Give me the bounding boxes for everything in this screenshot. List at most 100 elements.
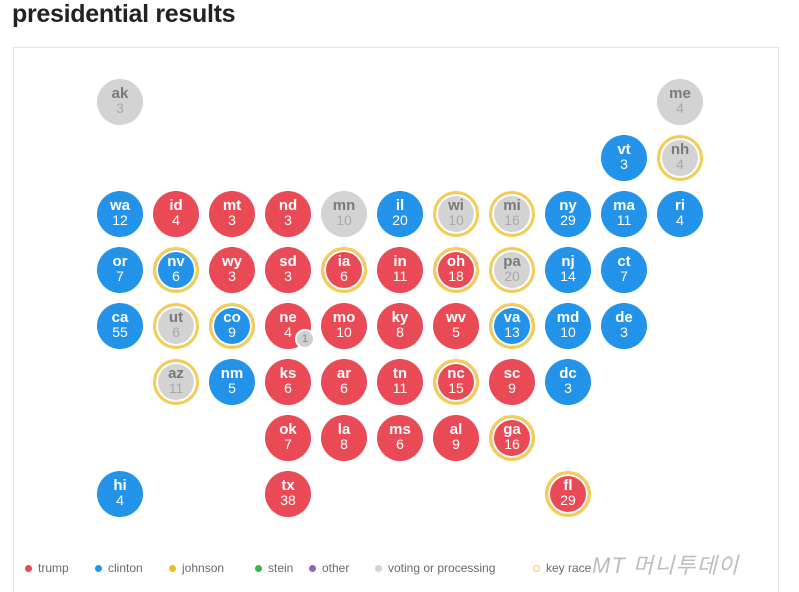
- state-ma[interactable]: ma 11: [601, 191, 647, 237]
- state-abbr: mn: [332, 197, 356, 214]
- state-abbr: ne: [279, 309, 297, 326]
- state-abbr: mi: [503, 197, 521, 214]
- legend-swatch: [255, 564, 262, 572]
- state-electoral-votes: 7: [620, 268, 628, 284]
- state-abbr: me: [669, 85, 691, 102]
- state-mn[interactable]: mn 10: [321, 191, 367, 237]
- state-abbr: wy: [221, 253, 242, 270]
- state-abbr: wi: [448, 197, 464, 214]
- state-co[interactable]: co 9: [209, 303, 255, 349]
- state-nv[interactable]: nv 6: [153, 247, 199, 293]
- state-mi[interactable]: mi 16: [489, 191, 535, 237]
- state-dc[interactable]: dc 3: [545, 359, 591, 405]
- state-nm[interactable]: nm 5: [209, 359, 255, 405]
- state-id[interactable]: id 4: [153, 191, 199, 237]
- state-oh[interactable]: oh 18: [433, 247, 479, 293]
- state-electoral-votes: 12: [112, 212, 128, 228]
- state-electoral-votes: 3: [620, 324, 628, 340]
- state-wy[interactable]: wy 3: [209, 247, 255, 293]
- state-wv[interactable]: wv 5: [433, 303, 479, 349]
- state-electoral-votes: 3: [620, 156, 628, 172]
- state-or[interactable]: or 7: [97, 247, 143, 293]
- state-abbr: ia: [337, 253, 351, 270]
- state-la[interactable]: la 8: [321, 415, 367, 461]
- state-ia[interactable]: ia 6: [321, 247, 367, 293]
- state-abbr: wa: [109, 197, 130, 214]
- state-ny[interactable]: ny 29: [545, 191, 591, 237]
- state-abbr: nv: [167, 253, 185, 270]
- state-abbr: or: [112, 253, 128, 270]
- state-de[interactable]: de 3: [601, 303, 647, 349]
- legend-item-stein: stein: [255, 561, 309, 575]
- state-wi[interactable]: wi 10: [433, 191, 479, 237]
- state-il[interactable]: il 20: [377, 191, 423, 237]
- state-va[interactable]: va 13: [489, 303, 535, 349]
- state-ut[interactable]: ut 6: [153, 303, 199, 349]
- state-ca[interactable]: ca 55: [97, 303, 143, 349]
- state-me[interactable]: me 4: [657, 79, 703, 125]
- state-nc[interactable]: nc 15: [433, 359, 479, 405]
- ne-district-badge[interactable]: 1: [295, 329, 315, 349]
- state-nj[interactable]: nj 14: [545, 247, 591, 293]
- state-electoral-votes: 4: [676, 156, 684, 172]
- state-fl[interactable]: fl 29: [545, 471, 591, 517]
- state-abbr: tx: [281, 477, 295, 494]
- legend-label: johnson: [182, 561, 225, 575]
- state-abbr: md: [556, 309, 580, 326]
- state-sc[interactable]: sc 9: [489, 359, 535, 405]
- state-electoral-votes: 5: [228, 380, 236, 396]
- state-abbr: oh: [446, 253, 466, 270]
- state-abbr: dc: [559, 365, 577, 382]
- state-abbr: mt: [222, 197, 242, 214]
- state-abbr: sd: [279, 253, 297, 270]
- state-mo[interactable]: mo 10: [321, 303, 367, 349]
- state-ky[interactable]: ky 8: [377, 303, 423, 349]
- state-hi[interactable]: hi 4: [97, 471, 143, 517]
- state-nh[interactable]: nh 4: [657, 135, 703, 181]
- state-ga[interactable]: ga 16: [489, 415, 535, 461]
- state-abbr: tn: [392, 365, 408, 382]
- state-al[interactable]: al 9: [433, 415, 479, 461]
- state-mt[interactable]: mt 3: [209, 191, 255, 237]
- state-vt[interactable]: vt 3: [601, 135, 647, 181]
- state-ms[interactable]: ms 6: [377, 415, 423, 461]
- state-abbr: mo: [332, 309, 356, 326]
- state-electoral-votes: 6: [172, 324, 180, 340]
- state-ak[interactable]: ak 3: [97, 79, 143, 125]
- state-abbr: id: [169, 197, 183, 214]
- state-wa[interactable]: wa 12: [97, 191, 143, 237]
- state-tn[interactable]: tn 11: [377, 359, 423, 405]
- state-abbr: nh: [670, 141, 690, 158]
- state-pa[interactable]: pa 20: [489, 247, 535, 293]
- state-ct[interactable]: ct 7: [601, 247, 647, 293]
- state-abbr: in: [393, 253, 407, 270]
- state-ar[interactable]: ar 6: [321, 359, 367, 405]
- legend-label: stein: [268, 561, 294, 575]
- state-ks[interactable]: ks 6: [265, 359, 311, 405]
- state-tx[interactable]: tx 38: [265, 471, 311, 517]
- state-electoral-votes: 8: [396, 324, 404, 340]
- state-abbr: ma: [613, 197, 635, 214]
- state-electoral-votes: 14: [560, 268, 576, 284]
- state-abbr: ar: [336, 365, 352, 382]
- state-az[interactable]: az 11: [153, 359, 199, 405]
- state-abbr: sc: [503, 365, 521, 382]
- state-electoral-votes: 9: [452, 436, 460, 452]
- state-nd[interactable]: nd 3: [265, 191, 311, 237]
- state-electoral-votes: 3: [284, 268, 292, 284]
- state-abbr: co: [223, 309, 241, 326]
- state-electoral-votes: 3: [564, 380, 572, 396]
- state-electoral-votes: 6: [340, 380, 348, 396]
- state-electoral-votes: 7: [284, 436, 292, 452]
- state-in[interactable]: in 11: [377, 247, 423, 293]
- state-electoral-votes: 16: [504, 212, 520, 228]
- state-md[interactable]: md 10: [545, 303, 591, 349]
- state-electoral-votes: 4: [116, 492, 124, 508]
- legend-item-key-race: key race: [533, 561, 591, 575]
- state-abbr: de: [615, 309, 633, 326]
- state-ok[interactable]: ok 7: [265, 415, 311, 461]
- state-sd[interactable]: sd 3: [265, 247, 311, 293]
- legend-swatch: [533, 564, 540, 572]
- state-electoral-votes: 55: [112, 324, 128, 340]
- state-ri[interactable]: ri 4: [657, 191, 703, 237]
